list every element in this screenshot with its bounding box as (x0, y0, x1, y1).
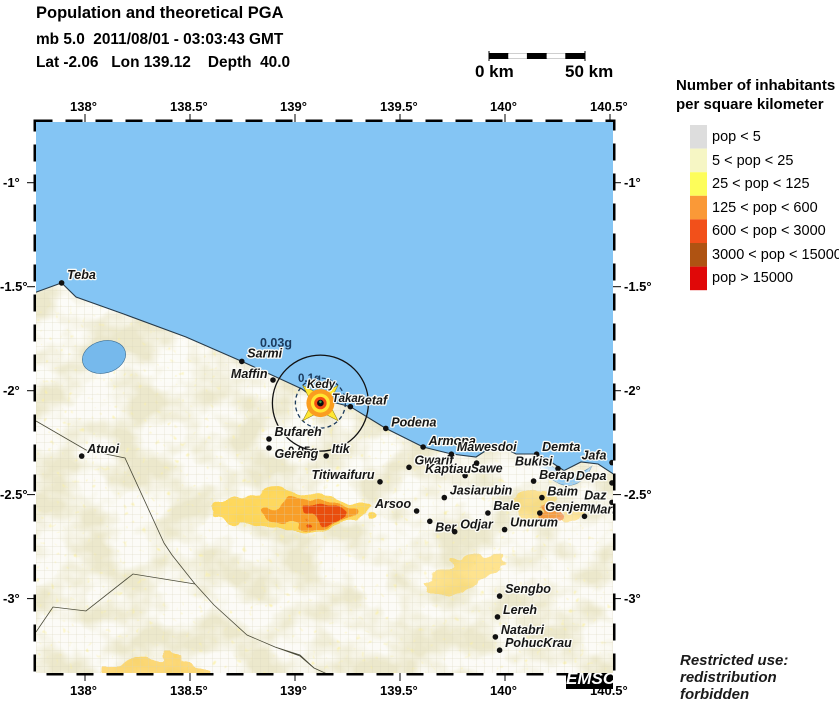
svg-text:Demta: Demta (542, 440, 580, 454)
svg-text:Daz: Daz (584, 488, 607, 502)
svg-text:Baim: Baim (547, 485, 578, 499)
svg-text:Sengbo: Sengbo (505, 582, 551, 596)
svg-text:Maffin: Maffin (231, 367, 268, 381)
svg-text:Unurum: Unurum (510, 516, 558, 530)
svg-text:Berap: Berap (539, 468, 575, 482)
svg-text:Arsoo: Arsoo (374, 497, 411, 511)
svg-text:Bufareh: Bufareh (275, 425, 323, 439)
svg-text:Bukisi: Bukisi (515, 455, 553, 469)
svg-text:Sarmi: Sarmi (247, 346, 282, 360)
svg-text:Teba: Teba (67, 268, 96, 282)
svg-text:Depa: Depa (576, 469, 607, 483)
svg-text:Kaptiau: Kaptiau (425, 462, 471, 476)
svg-text:Natabri: Natabri (501, 623, 545, 637)
svg-text:Gereng: Gereng (275, 447, 319, 461)
svg-text:Atuoi: Atuoi (86, 442, 119, 456)
svg-text:Podena: Podena (391, 415, 436, 429)
svg-text:Itik: Itik (332, 442, 351, 456)
svg-text:Marne: Marne (590, 502, 613, 516)
svg-text:Mawesdoi: Mawesdoi (457, 440, 517, 454)
svg-text:PohucKrau: PohucKrau (505, 636, 572, 650)
svg-text:Titiwaifuru: Titiwaifuru (312, 468, 375, 482)
svg-text:Jasiarubin: Jasiarubin (450, 484, 513, 498)
svg-text:Kedy: Kedy (307, 379, 336, 391)
svg-text:Takar: Takar (332, 393, 363, 405)
svg-text:Lereh: Lereh (503, 603, 537, 617)
svg-text:Bale: Bale (493, 499, 519, 513)
svg-text:Odjar: Odjar (460, 518, 494, 532)
svg-text:Jafa: Jafa (581, 449, 606, 463)
